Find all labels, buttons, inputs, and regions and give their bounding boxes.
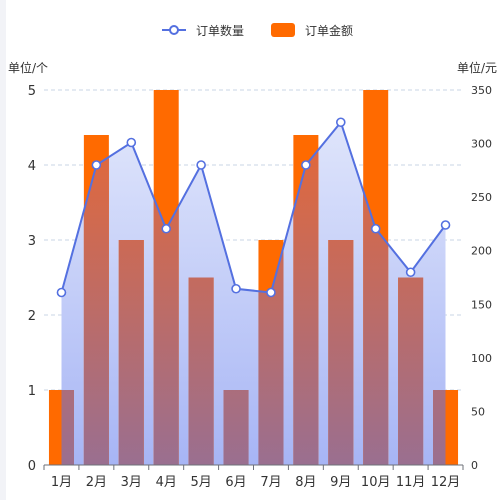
line-point[interactable]	[266, 287, 276, 298]
legend-bar-swatch	[271, 23, 295, 37]
bar-overlap	[328, 240, 354, 465]
line-point[interactable]	[405, 267, 416, 278]
legend-line-marker	[169, 25, 179, 35]
line-point[interactable]	[91, 160, 102, 170]
line-points	[56, 117, 451, 298]
y-right-tick-label: 350	[471, 84, 492, 97]
x-tick-label: 11月	[396, 475, 426, 490]
y-right-tick-label: 0	[471, 459, 478, 472]
y-axis-left-title: 单位/个	[8, 60, 48, 75]
x-tick-label: 1月	[51, 475, 72, 490]
bar-overlap	[433, 390, 446, 465]
x-tick-label: 8月	[295, 475, 316, 490]
bar-series-overlap	[61, 122, 446, 465]
y-axis-right-title: 单位/元	[457, 60, 497, 75]
x-tick-label: 7月	[260, 475, 281, 490]
y-right-tick-label: 150	[471, 298, 492, 311]
legend-label-line: 订单数量	[196, 23, 244, 38]
legend: 订单数量 订单金额	[162, 23, 353, 38]
y-left-tick-label: 5	[28, 84, 36, 99]
line-series	[60, 120, 447, 294]
x-axis-ticks: 1月 2月 3月 4月 5月 6月 7月 8月 9月 10月 11月 12月	[43, 465, 464, 490]
line-point[interactable]	[440, 220, 451, 230]
bar-overlap	[188, 277, 214, 465]
y-left-tick-label: 2	[28, 309, 36, 324]
y-left-tick-label: 0	[28, 459, 36, 474]
y-axis-left-ticks: 0 1 2 3 4 5	[28, 84, 36, 474]
left-edge-strip	[0, 0, 6, 500]
y-right-tick-label: 200	[471, 245, 492, 258]
legend-item-line[interactable]: 订单数量	[162, 23, 244, 38]
y-axis-right-ticks: 0 50 100 150 200 250 300 350	[471, 84, 492, 472]
line-point[interactable]	[161, 223, 172, 234]
y-right-tick-label: 250	[471, 191, 492, 204]
y-right-tick-label: 50	[471, 405, 485, 418]
line-point[interactable]	[370, 223, 381, 234]
x-tick-label: 2月	[86, 475, 107, 490]
line-point[interactable]	[196, 160, 206, 170]
bar-overlap	[223, 390, 249, 465]
line-point[interactable]	[126, 137, 137, 148]
x-tick-label: 9月	[330, 475, 351, 490]
bar-overlap	[398, 277, 424, 465]
x-tick-label: 5月	[190, 475, 211, 490]
y-left-tick-label: 1	[28, 384, 36, 399]
line-point[interactable]	[231, 283, 241, 294]
legend-item-bar[interactable]: 订单金额	[271, 23, 353, 38]
x-tick-label: 10月	[361, 475, 391, 490]
line-point[interactable]	[56, 287, 67, 298]
x-tick-label: 4月	[156, 475, 177, 490]
y-right-tick-label: 300	[471, 138, 492, 151]
bar-overlap	[61, 390, 74, 465]
x-tick-label: 12月	[431, 475, 461, 490]
line-point[interactable]	[301, 160, 311, 170]
y-left-tick-label: 4	[28, 159, 36, 174]
y-right-tick-label: 100	[471, 352, 492, 365]
y-left-tick-label: 3	[28, 234, 36, 249]
line-point[interactable]	[335, 117, 346, 128]
bar-overlap	[118, 240, 144, 465]
legend-label-bar: 订单金额	[305, 23, 353, 38]
x-tick-label: 6月	[225, 475, 246, 490]
x-tick-label: 3月	[121, 475, 142, 490]
